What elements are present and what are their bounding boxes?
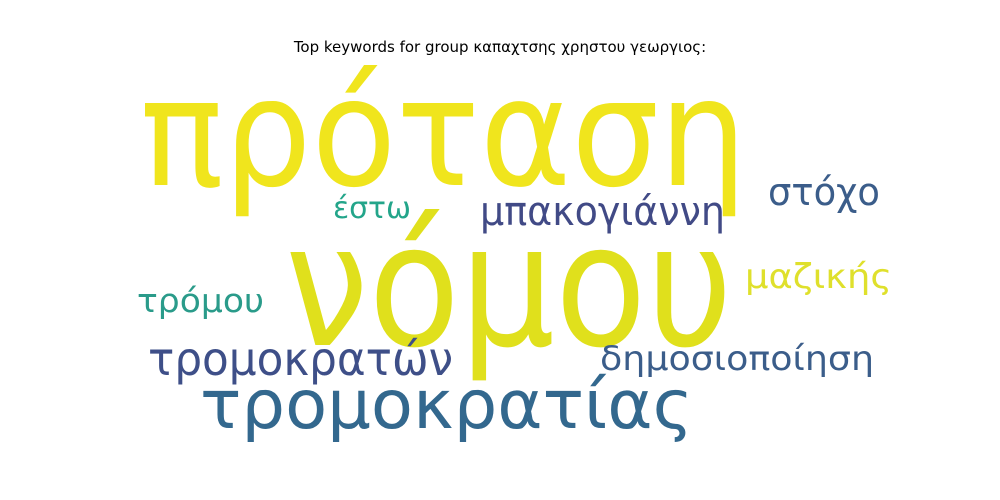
chart-title: Top keywords for group καπαχτσης χρηστου…	[293, 38, 707, 56]
word-1: πρόταση	[140, 47, 747, 221]
word-2: νόμου	[285, 188, 733, 386]
word-5: στόχο	[768, 170, 880, 214]
word-9: τρόμου	[137, 281, 264, 320]
word-6: τρομοκρατών	[148, 332, 453, 386]
word-7: δημοσιοποίηση	[600, 339, 874, 379]
word-8: μαζικής	[745, 257, 892, 297]
word-10: έστω	[333, 191, 411, 226]
word-4: μπακογιάννη	[480, 189, 725, 235]
word-3: τρομοκρατίας	[200, 366, 693, 445]
